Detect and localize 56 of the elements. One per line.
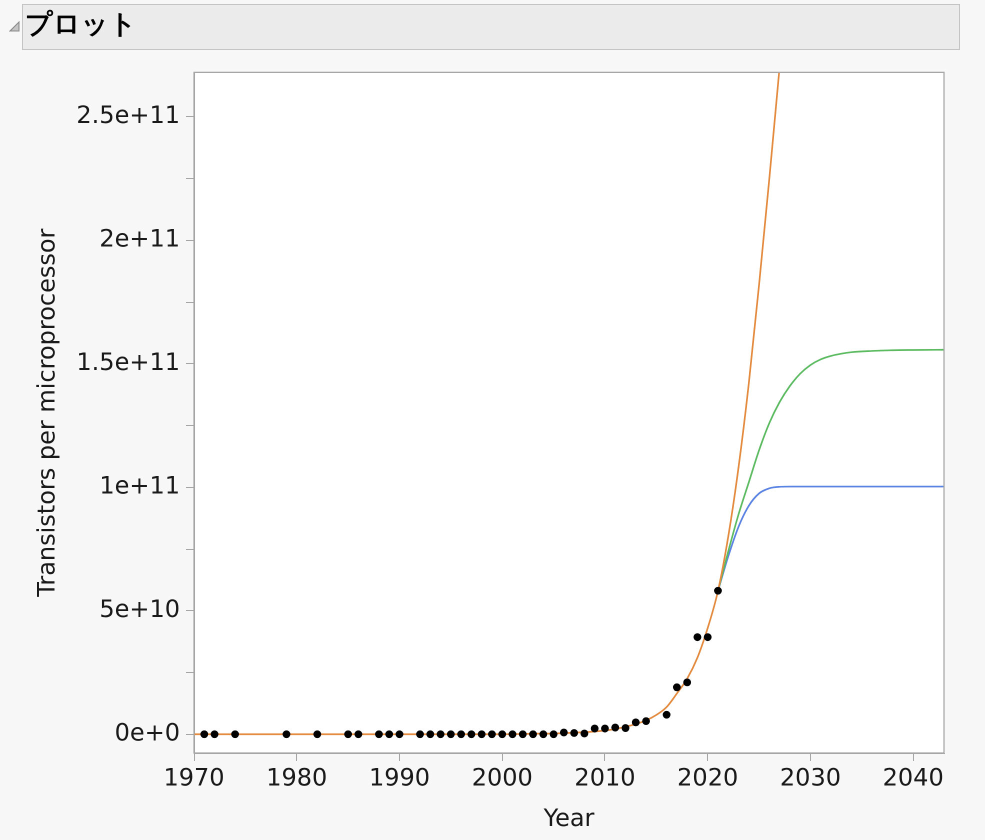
- point: [313, 730, 322, 738]
- x-tick-label: 2040: [882, 764, 944, 792]
- y-axis-title: Transistors per microprocessor: [32, 228, 61, 598]
- x-tick-label: 2030: [780, 764, 841, 792]
- y-tick-label: 0e+0: [114, 718, 180, 746]
- point: [518, 730, 527, 738]
- point: [488, 730, 496, 738]
- point: [601, 724, 609, 732]
- point: [672, 683, 681, 692]
- point: [426, 730, 434, 738]
- point: [282, 730, 290, 738]
- x-tick-label: 2000: [472, 764, 533, 792]
- point: [375, 730, 383, 738]
- point: [611, 724, 620, 732]
- point: [622, 724, 630, 732]
- y-tick-label: 2e+11: [99, 224, 180, 253]
- y-tick-label: 1.5e+11: [76, 348, 180, 376]
- point: [436, 730, 444, 738]
- point: [662, 710, 671, 719]
- point: [457, 730, 466, 738]
- point: [385, 730, 394, 738]
- point: [550, 730, 558, 738]
- point: [529, 730, 537, 738]
- point: [704, 633, 712, 642]
- point: [467, 730, 476, 738]
- point: [694, 633, 702, 642]
- point: [344, 730, 352, 738]
- point: [560, 728, 568, 736]
- x-tick-label: 2020: [677, 764, 738, 792]
- point: [580, 730, 588, 738]
- point: [478, 730, 486, 738]
- chart-title: プロット: [25, 9, 137, 41]
- x-axis-title: Year: [542, 804, 595, 832]
- point: [396, 730, 404, 738]
- point: [416, 730, 424, 738]
- point: [539, 730, 548, 738]
- point: [354, 730, 362, 738]
- point: [446, 730, 455, 738]
- point: [200, 730, 208, 738]
- point: [210, 730, 218, 738]
- y-tick-label: 2.5e+11: [76, 101, 180, 130]
- y-tick-label: 5e+10: [99, 594, 180, 623]
- point: [642, 717, 650, 726]
- point: [508, 730, 516, 738]
- point: [683, 678, 692, 686]
- point: [714, 586, 722, 595]
- point: [231, 730, 239, 738]
- point: [498, 730, 506, 738]
- x-tick-label: 2010: [574, 764, 636, 792]
- y-tick-label: 1e+11: [99, 472, 180, 500]
- x-tick-label: 1970: [163, 764, 225, 792]
- x-tick-label: 1990: [368, 764, 430, 792]
- point: [570, 729, 578, 737]
- point: [590, 724, 599, 732]
- x-tick-label: 1980: [266, 764, 328, 792]
- point: [632, 718, 640, 726]
